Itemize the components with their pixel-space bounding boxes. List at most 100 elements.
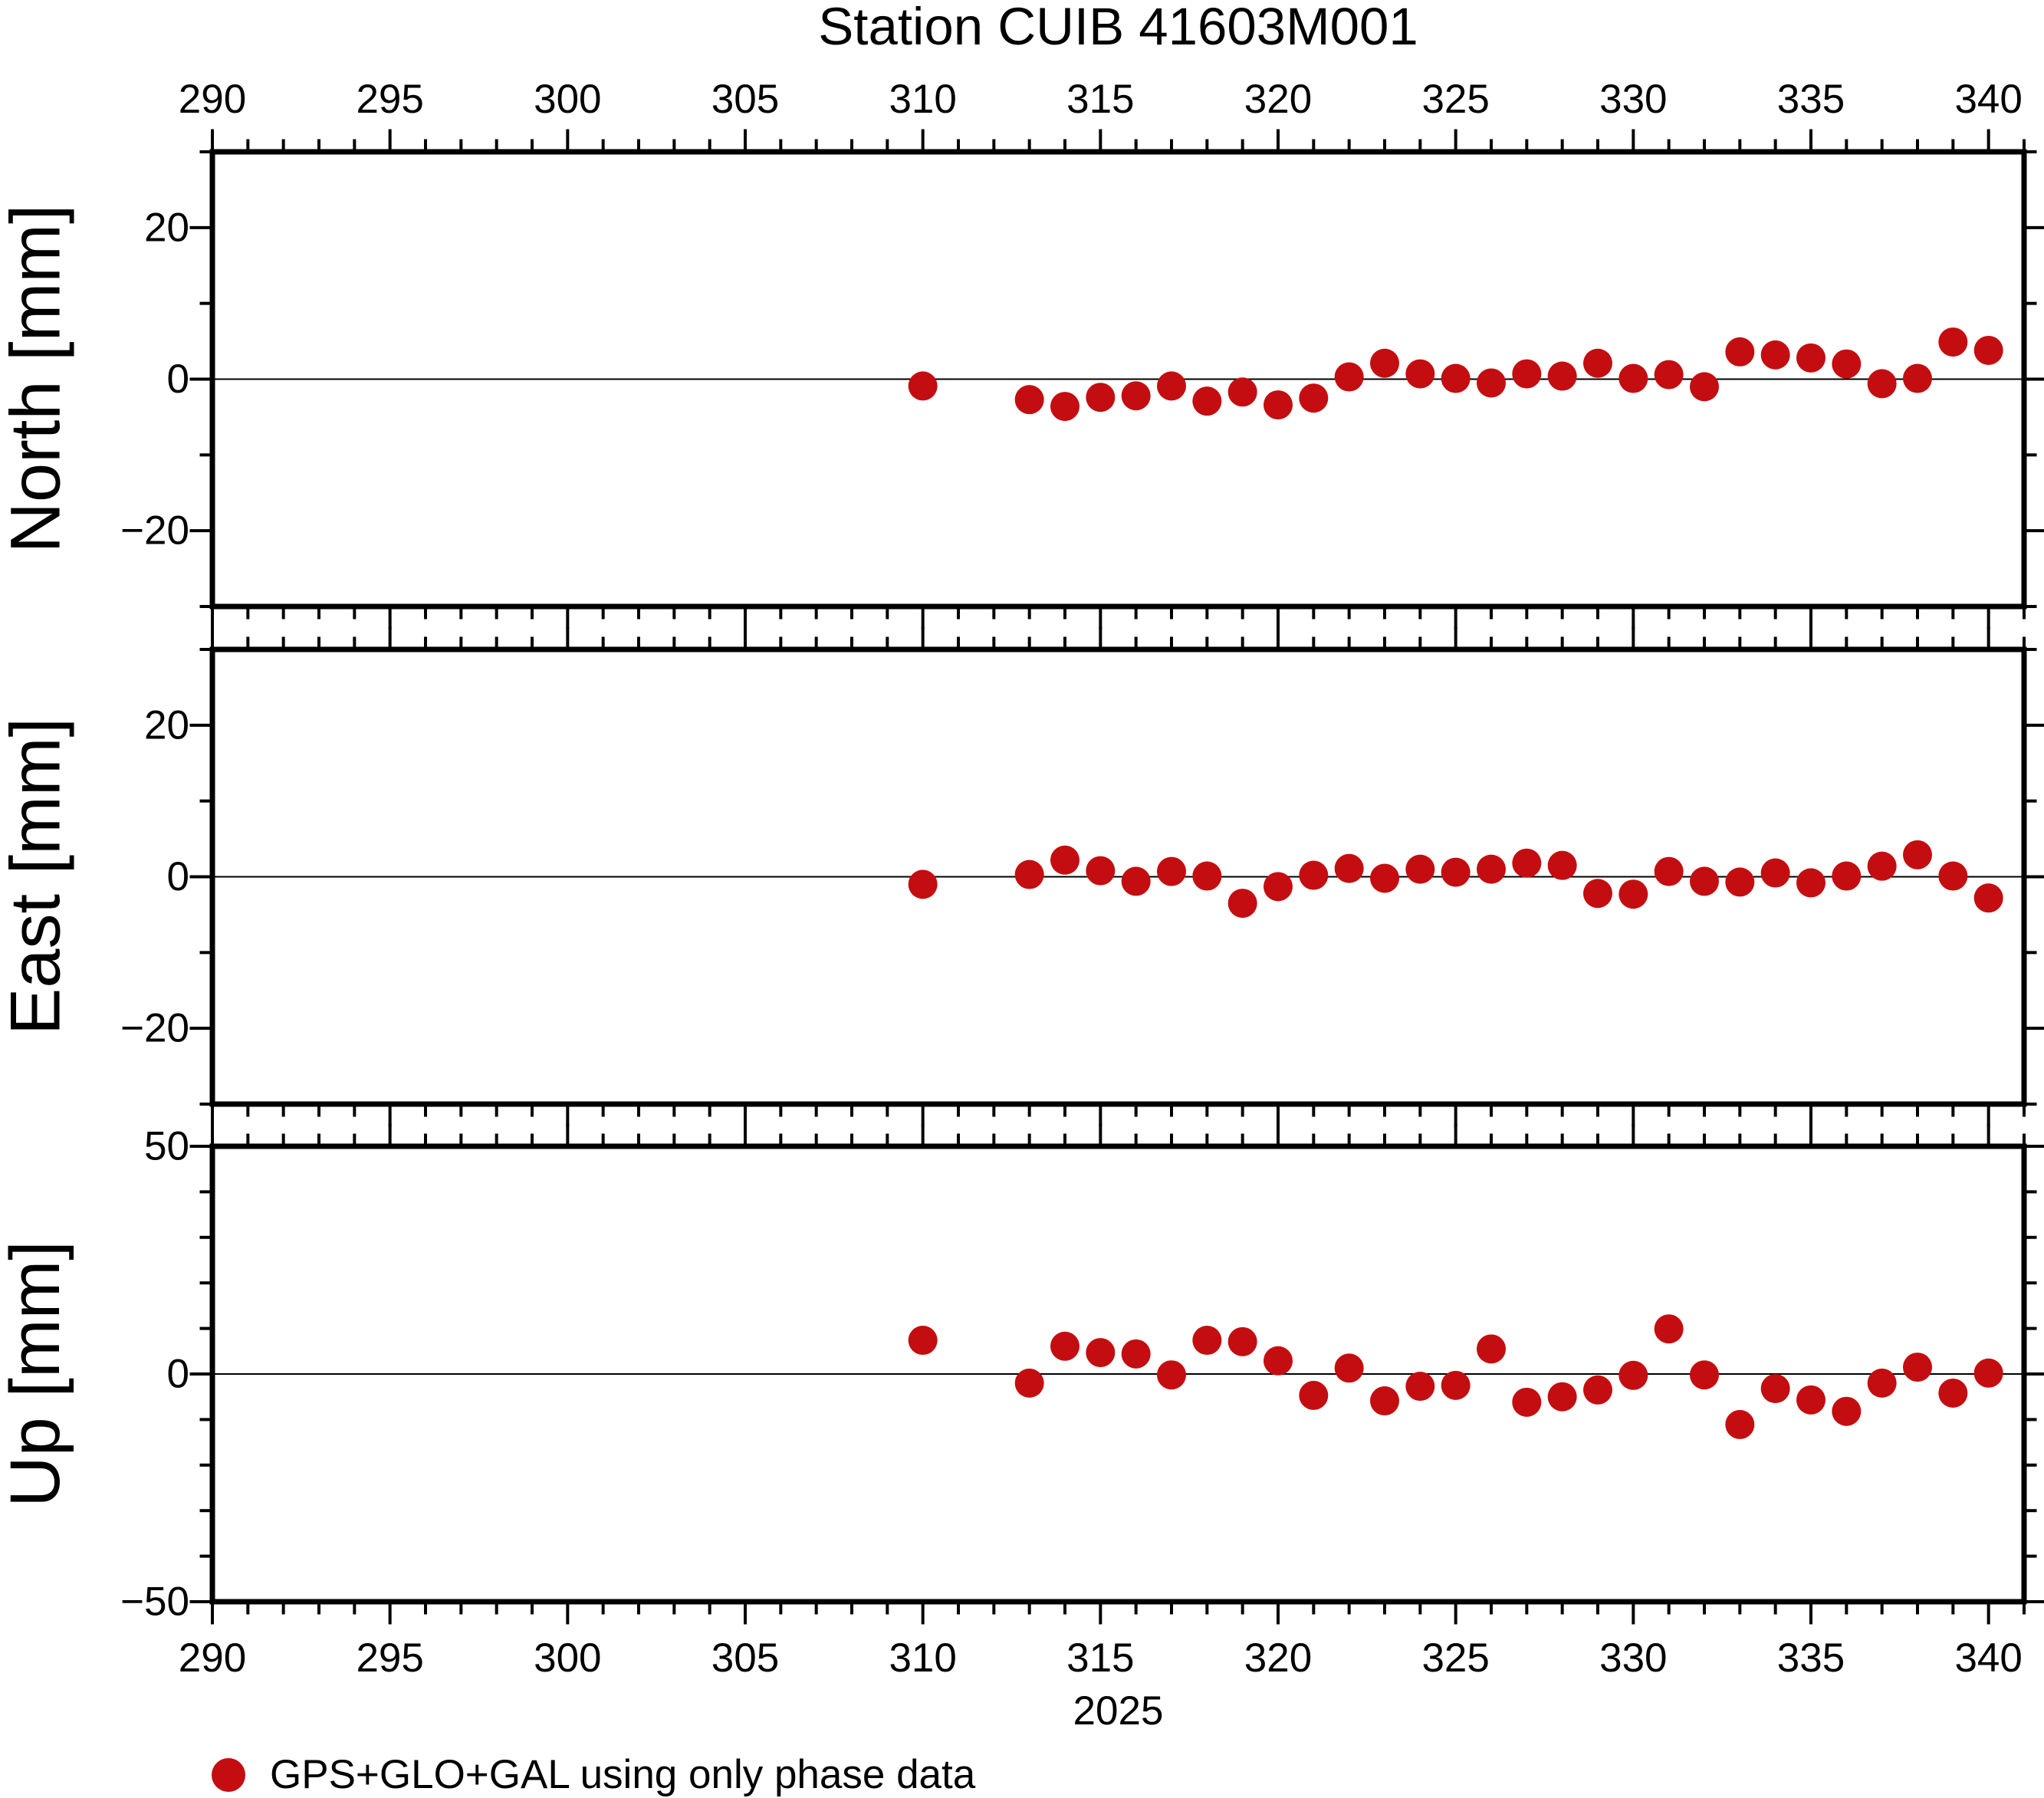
east-data-point	[1654, 856, 1684, 886]
x-tick-label-bottom: 290	[179, 1635, 246, 1681]
east-data-point	[1299, 860, 1329, 890]
x-tick-label-bottom: 330	[1599, 1635, 1667, 1681]
x-tick-label-top: 300	[534, 77, 601, 122]
up-data-point	[1618, 1360, 1648, 1390]
north-data-point	[1441, 363, 1471, 393]
up-data-point	[1583, 1375, 1612, 1405]
up-data-point	[1832, 1396, 1862, 1426]
north-data-point	[1512, 359, 1542, 389]
x-tick-label-top: 295	[356, 77, 423, 122]
east-data-point	[1227, 889, 1257, 919]
up-data-point	[1405, 1372, 1435, 1402]
north-data-point	[908, 371, 938, 401]
north-data-point	[1014, 385, 1044, 415]
legend-label: GPS+GLO+GAL using only phase data	[270, 1752, 976, 1797]
east-data-point	[1014, 860, 1044, 889]
east-data-point	[1264, 872, 1293, 902]
north-data-point	[1832, 349, 1862, 379]
east-data-point	[1370, 863, 1399, 893]
east-data-point	[1832, 861, 1862, 891]
east-data-point	[1867, 851, 1897, 881]
east-data-point	[1938, 861, 1968, 891]
east-data-point	[1583, 879, 1612, 909]
east-data-point	[1796, 868, 1825, 898]
up-y-tick-label: −50	[120, 1579, 189, 1625]
x-tick-label-top: 315	[1066, 77, 1134, 122]
up-data-point	[1654, 1314, 1684, 1344]
x-tick-label-bottom: 315	[1066, 1635, 1134, 1681]
x-tick-label-top: 340	[1954, 77, 2022, 122]
east-data-point	[1441, 857, 1471, 887]
east-data-point	[1405, 854, 1435, 884]
east-data-point	[1903, 840, 1932, 869]
up-data-point	[1512, 1387, 1542, 1417]
east-data-point	[1334, 853, 1364, 883]
north-y-tick-label: −20	[120, 508, 189, 554]
legend: GPS+GLO+GAL using only phase data	[212, 1752, 976, 1797]
north-data-point	[1938, 327, 1968, 357]
up-panel-frame	[209, 1143, 2027, 1605]
up-data-point	[1867, 1368, 1897, 1398]
up-data-point	[1227, 1326, 1257, 1356]
east-data-point	[1547, 850, 1577, 880]
up-data-point	[1938, 1378, 1968, 1408]
up-data-point	[1157, 1360, 1186, 1390]
y-axis-label-north: North [mm]	[0, 204, 75, 554]
x-tick-label-bottom: 300	[534, 1635, 601, 1681]
x-tick-label-top: 320	[1244, 77, 1312, 122]
up-data-point	[1334, 1353, 1364, 1383]
up-data-point	[1760, 1374, 1790, 1404]
y-axis-label-east: East [mm]	[0, 717, 75, 1036]
x-tick-label-top: 310	[889, 77, 956, 122]
east-data-point	[1477, 854, 1506, 884]
up-data-point	[1086, 1338, 1116, 1368]
north-data-point	[1690, 372, 1719, 402]
up-data-point	[1264, 1346, 1293, 1376]
up-y-tick-label: 0	[167, 1352, 189, 1397]
east-data-point	[1050, 845, 1080, 875]
east-y-tick-label: 0	[167, 854, 189, 899]
north-panel-frame	[209, 149, 2027, 610]
north-data-point	[1405, 359, 1435, 389]
north-data-point	[1867, 369, 1897, 399]
north-data-point	[1334, 362, 1364, 392]
east-data-point	[1973, 883, 2003, 913]
x-tick-label-top: 290	[179, 77, 246, 122]
north-data-point	[1086, 383, 1116, 413]
north-data-point	[1121, 381, 1151, 411]
north-y-tick-label: 0	[167, 357, 189, 402]
north-data-point	[1725, 337, 1755, 367]
east-data-point	[1690, 866, 1719, 896]
x-tick-label-bottom: 295	[356, 1635, 423, 1681]
north-data-point	[1796, 343, 1825, 373]
north-y-tick-label: 20	[144, 205, 189, 250]
east-data-point	[908, 869, 938, 899]
up-data-point	[908, 1326, 938, 1356]
north-data-point	[1973, 335, 2003, 365]
up-data-point	[1370, 1386, 1399, 1416]
north-data-point	[1477, 368, 1506, 398]
east-data-point	[1618, 879, 1648, 909]
x-tick-label-bottom: 340	[1954, 1635, 2022, 1681]
east-panel-frame	[209, 646, 2027, 1107]
up-data-point	[1973, 1358, 2003, 1388]
east-data-point	[1512, 848, 1542, 878]
x-tick-label-top: 330	[1599, 77, 1667, 122]
up-data-point	[1441, 1370, 1471, 1400]
up-data-point	[1121, 1339, 1151, 1369]
north-data-point	[1903, 363, 1932, 393]
north-data-point	[1618, 363, 1648, 393]
up-data-point	[1690, 1360, 1719, 1390]
up-data-point	[1050, 1331, 1080, 1361]
east-data-point	[1760, 858, 1790, 888]
north-data-point	[1583, 348, 1612, 378]
chart-title: Station CUIB 41603M001	[818, 0, 1418, 56]
x-tick-label-bottom: 305	[711, 1635, 779, 1681]
x-tick-label-top: 335	[1777, 77, 1845, 122]
up-data-point	[1547, 1382, 1577, 1412]
y-axis-label-up: Up [mm]	[0, 1241, 74, 1507]
x-tick-label-bottom: 310	[889, 1635, 956, 1681]
up-data-point	[1192, 1326, 1222, 1356]
